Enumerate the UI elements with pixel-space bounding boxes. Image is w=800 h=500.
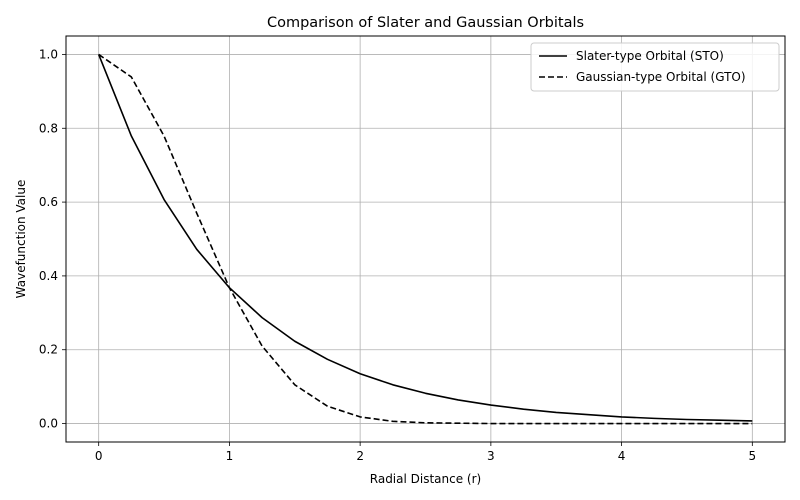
y-axis-ticks: 0.0 0.2 0.4 0.6 0.8 1.0 (39, 47, 66, 431)
y-tick-label: 0.6 (39, 195, 58, 209)
legend-sto-label: Slater-type Orbital (STO) (576, 49, 724, 63)
gto-series-line (98, 53, 753, 425)
y-tick-label: 0.0 (39, 417, 58, 431)
y-tick-label: 0.4 (39, 269, 58, 283)
grid (66, 36, 785, 442)
x-tick-label: 2 (356, 449, 364, 463)
chart-title: Comparison of Slater and Gaussian Orbita… (267, 15, 584, 31)
legend: Slater-type Orbital (STO) Gaussian-type O… (530, 42, 780, 92)
x-tick-label: 3 (487, 449, 495, 463)
sto-series-line (97, 54, 753, 422)
x-tick-label: 5 (748, 449, 756, 463)
x-axis-ticks: 0 1 2 3 4 5 (95, 442, 756, 463)
x-axis-label: Radial Distance (r) (370, 472, 481, 486)
y-tick-label: 0.8 (39, 121, 58, 135)
legend-gto-label: Gaussian-type Orbital (GTO) (576, 70, 746, 84)
x-tick-label: 4 (618, 449, 626, 463)
plot-frame (65, 35, 786, 443)
legend-box (530, 42, 780, 92)
x-tick-label: 1 (226, 449, 234, 463)
y-tick-label: 0.2 (39, 343, 58, 357)
x-tick-label: 0 (95, 449, 103, 463)
y-axis-label: Wavefunction Value (14, 180, 28, 299)
y-tick-label: 1.0 (39, 47, 58, 61)
series-lines (97, 53, 753, 425)
